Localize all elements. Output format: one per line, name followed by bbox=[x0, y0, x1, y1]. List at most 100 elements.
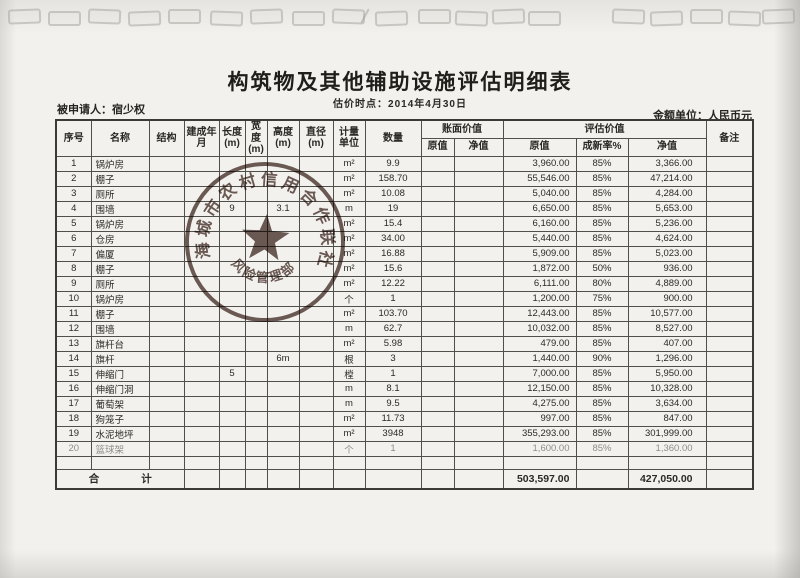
cell-r6-c15 bbox=[705, 230, 754, 247]
cell-r2-c13: 85% bbox=[575, 170, 629, 187]
cell-r13-c0: 13 bbox=[55, 335, 92, 352]
cell-r3-c9: 10.08 bbox=[364, 185, 422, 202]
cell-r15-c0: 15 bbox=[55, 365, 92, 382]
scan-mark bbox=[727, 10, 762, 27]
cell-r5-c9: 15.4 bbox=[364, 215, 422, 232]
empty-cell bbox=[364, 455, 422, 470]
cell-r17-c3 bbox=[183, 395, 220, 412]
cell-r14-c3 bbox=[183, 350, 220, 367]
header-eval-value: 评估价值 bbox=[502, 119, 707, 139]
cell-r12-c11 bbox=[453, 320, 504, 337]
cell-r15-c3 bbox=[183, 365, 220, 382]
cell-r8-c15 bbox=[705, 260, 754, 277]
total-cell bbox=[705, 468, 754, 489]
table-row: 4 围墙 9 3.1 m 19 6,650.00 85% 5,653.00 bbox=[55, 200, 754, 217]
cell-r4-c10 bbox=[420, 200, 455, 217]
table-body: 1 锅炉房 m² 9.9 3,960.00 85% 3,366.00 2 棚子 m² 158.70 5… bbox=[55, 155, 754, 489]
page-title: 构筑物及其他辅助设施评估明细表 bbox=[227, 71, 573, 94]
table-row: 3 厕所 m² 10.08 5,040.00 85% 4,284.00 bbox=[55, 185, 754, 202]
scan-mark bbox=[761, 8, 796, 25]
cell-r12-c13: 85% bbox=[575, 320, 629, 337]
cell-r13-c6 bbox=[266, 335, 300, 352]
cell-r4-c13: 85% bbox=[575, 200, 629, 217]
cell-r3-c11 bbox=[453, 185, 504, 202]
cell-r20-c1: 篮球架 bbox=[90, 440, 150, 457]
cell-r17-c2 bbox=[148, 395, 185, 412]
cell-r9-c9: 12.22 bbox=[364, 275, 422, 292]
cell-r20-c12: 1,600.00 bbox=[502, 440, 577, 457]
cell-r8-c11 bbox=[453, 260, 504, 277]
cell-r3-c12: 5,040.00 bbox=[502, 185, 577, 202]
cell-r12-c14: 8,527.00 bbox=[627, 320, 707, 337]
cell-r16-c1: 伸缩门洞 bbox=[90, 380, 150, 397]
cell-r5-c13: 85% bbox=[575, 215, 629, 232]
cell-r5-c12: 6,160.00 bbox=[502, 215, 577, 232]
cell-r19-c12: 355,293.00 bbox=[502, 425, 577, 442]
cell-r19-c6 bbox=[266, 425, 300, 442]
cell-r19-c15 bbox=[705, 425, 754, 442]
cell-r4-c2 bbox=[148, 200, 185, 217]
cell-r9-c11 bbox=[453, 275, 504, 292]
cell-r18-c4 bbox=[218, 410, 246, 427]
empty-cell bbox=[266, 455, 300, 470]
cell-r19-c7 bbox=[298, 425, 334, 442]
cell-r20-c10 bbox=[420, 440, 455, 457]
header-built: 建成年月 bbox=[183, 119, 220, 157]
empty-cell bbox=[502, 455, 577, 470]
cell-r20-c15 bbox=[705, 440, 754, 457]
cell-r14-c5 bbox=[244, 350, 268, 367]
cell-r20-c8: 个 bbox=[332, 440, 366, 457]
cell-r16-c7 bbox=[298, 380, 334, 397]
empty-cell bbox=[705, 455, 754, 470]
cell-r11-c1: 棚子 bbox=[90, 305, 150, 322]
cell-r18-c15 bbox=[705, 410, 754, 427]
cell-r19-c1: 水泥地坪 bbox=[90, 425, 150, 442]
header-width: 宽度(m) bbox=[244, 119, 268, 157]
cell-r18-c13: 85% bbox=[575, 410, 629, 427]
cell-r16-c5 bbox=[244, 380, 268, 397]
cell-r19-c5 bbox=[244, 425, 268, 442]
cell-r18-c5 bbox=[244, 410, 268, 427]
cell-r13-c10 bbox=[420, 335, 455, 352]
stamp-inner-text: 风险管理部 bbox=[227, 255, 298, 287]
cell-r20-c14: 1,360.00 bbox=[627, 440, 707, 457]
cell-r15-c6 bbox=[266, 365, 300, 382]
total-eval-net: 427,050.00 bbox=[627, 468, 707, 489]
cell-r7-c11 bbox=[453, 245, 504, 262]
cell-r2-c11 bbox=[453, 170, 504, 187]
cell-r1-c13: 85% bbox=[575, 155, 629, 172]
cell-r11-c13: 85% bbox=[575, 305, 629, 322]
cell-r15-c5 bbox=[244, 365, 268, 382]
valuation-date: 估价时点：2014年4月30日 bbox=[333, 99, 467, 110]
cell-r6-c9: 34.00 bbox=[364, 230, 422, 247]
cell-r8-c0: 8 bbox=[55, 260, 92, 277]
cell-r17-c1: 葡萄架 bbox=[90, 395, 150, 412]
scan-mark bbox=[168, 9, 201, 24]
cell-r7-c15 bbox=[705, 245, 754, 262]
header-name: 名称 bbox=[90, 119, 150, 157]
cell-r14-c9: 3 bbox=[364, 350, 422, 367]
cell-r20-c4 bbox=[218, 440, 246, 457]
cell-r2-c0: 2 bbox=[55, 170, 92, 187]
cell-r4-c11 bbox=[453, 200, 504, 217]
cell-r15-c1: 伸缩门 bbox=[90, 365, 150, 382]
cell-r17-c11 bbox=[453, 395, 504, 412]
cell-r1-c1: 锅炉房 bbox=[90, 155, 150, 172]
cell-r19-c3 bbox=[183, 425, 220, 442]
cell-r20-c13: 85% bbox=[575, 440, 629, 457]
empty-cell bbox=[183, 455, 220, 470]
cell-r11-c11 bbox=[453, 305, 504, 322]
empty-cell bbox=[148, 455, 185, 470]
table-row: 8 棚子 m² 15.6 1,872.00 50% 936.00 bbox=[55, 260, 754, 277]
stamp-ring bbox=[185, 162, 345, 322]
table-row: 1 锅炉房 m² 9.9 3,960.00 85% 3,366.00 bbox=[55, 155, 754, 172]
empty-cell bbox=[90, 455, 150, 470]
header-eval-rate: 成新率% bbox=[575, 137, 629, 157]
cell-r16-c15 bbox=[705, 380, 754, 397]
cell-r11-c15 bbox=[705, 305, 754, 322]
header-remark: 备注 bbox=[705, 119, 754, 157]
table-row: 2 棚子 m² 158.70 55,546.00 85% 47,214.00 bbox=[55, 170, 754, 187]
cell-r13-c7 bbox=[298, 335, 334, 352]
table-row: 10 锅炉房个 1 1,200.00 75% 900.00 bbox=[55, 290, 754, 307]
scan-mark bbox=[7, 8, 42, 25]
